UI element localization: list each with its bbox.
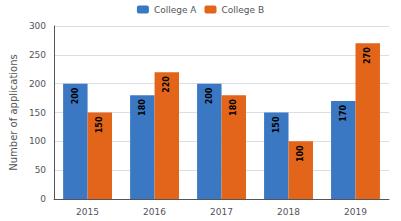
- svg-text:220: 220: [162, 76, 171, 93]
- svg-text:100: 100: [29, 136, 46, 146]
- svg-text:200: 200: [205, 87, 214, 104]
- svg-text:180: 180: [229, 99, 238, 116]
- svg-text:2017: 2017: [210, 207, 233, 217]
- svg-text:270: 270: [363, 47, 372, 64]
- svg-text:2018: 2018: [277, 207, 300, 217]
- svg-text:2019: 2019: [344, 207, 367, 217]
- svg-text:0: 0: [40, 194, 46, 204]
- svg-text:300: 300: [29, 21, 46, 31]
- svg-text:150: 150: [95, 116, 104, 133]
- svg-text:170: 170: [339, 105, 348, 122]
- svg-text:2015: 2015: [76, 207, 99, 217]
- svg-text:50: 50: [35, 165, 47, 175]
- svg-text:2016: 2016: [143, 207, 166, 217]
- svg-text:College B: College B: [221, 5, 264, 15]
- svg-text:250: 250: [29, 50, 46, 60]
- svg-text:200: 200: [71, 87, 80, 104]
- svg-text:200: 200: [29, 79, 46, 89]
- svg-text:Number of applications: Number of applications: [8, 54, 19, 171]
- svg-text:150: 150: [29, 108, 46, 118]
- svg-text:150: 150: [272, 116, 281, 133]
- svg-text:180: 180: [138, 99, 147, 116]
- svg-text:College A: College A: [154, 5, 197, 15]
- svg-text:100: 100: [296, 145, 305, 162]
